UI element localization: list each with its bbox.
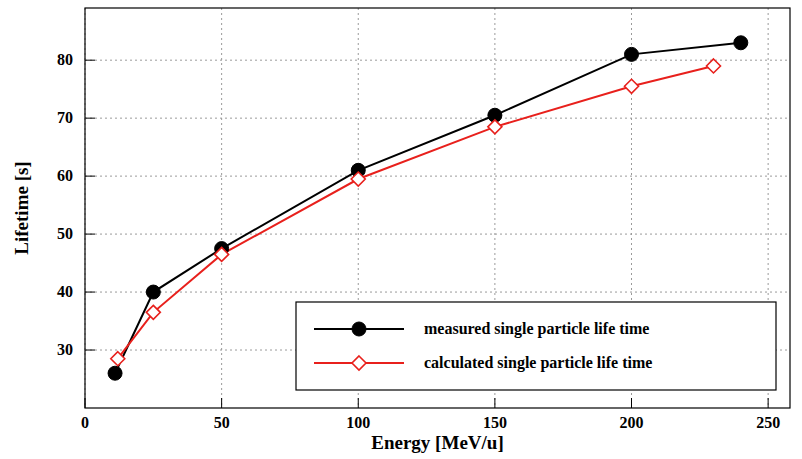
tick-mark: [494, 398, 495, 408]
legend-marker: [352, 356, 366, 370]
grid-line: [85, 118, 790, 119]
tick-mark: [631, 398, 632, 408]
data-point: [146, 285, 160, 299]
data-point: [488, 120, 502, 134]
tick-label: 80: [57, 51, 73, 68]
grid-line: [221, 8, 222, 408]
data-point: [625, 79, 639, 93]
data-point: [625, 47, 639, 61]
data-point: [706, 59, 720, 73]
tick-label: 150: [483, 414, 507, 431]
tick-label: 40: [57, 283, 73, 300]
tick-mark: [85, 350, 95, 351]
data-point: [351, 172, 365, 186]
data-point: [734, 36, 748, 50]
series-line: [115, 43, 741, 373]
tick-mark: [221, 398, 222, 408]
y-axis-title: Lifetime [s]: [11, 161, 32, 254]
x-axis-title: Energy [MeV/u]: [371, 432, 503, 453]
tick-mark: [768, 398, 769, 408]
tick-mark: [85, 176, 95, 177]
tick-label: 30: [57, 341, 73, 358]
grid-line: [85, 176, 790, 177]
tick-mark: [358, 398, 359, 408]
chart: 30 40 50 60 70 80 0 50 100 150 200 250 Energy [MeV/u…: [0, 0, 802, 459]
legend-box: [296, 302, 776, 390]
tick-mark: [85, 118, 95, 119]
tick-mark: [85, 234, 95, 235]
legend-label: calculated single particle life time: [424, 354, 652, 372]
legend-marker: [352, 322, 366, 336]
tick-label: 70: [57, 109, 73, 126]
tick-label: 100: [346, 414, 370, 431]
legend-label: measured single particle life time: [424, 320, 649, 338]
data-point: [215, 247, 229, 261]
tick-label: 200: [620, 414, 644, 431]
tick-mark: [85, 60, 95, 61]
plot-area: [85, 8, 790, 408]
tick-label: 50: [57, 225, 73, 242]
tick-label: 250: [756, 414, 780, 431]
tick-label: 50: [214, 414, 230, 431]
data-point: [108, 366, 122, 380]
tick-label: 0: [81, 414, 89, 431]
grid-line: [85, 234, 790, 235]
legend: measured single particle life time calcul…: [296, 302, 776, 390]
grid-line: [85, 292, 790, 293]
plot-frame: [85, 8, 790, 408]
data-point: [111, 352, 125, 366]
grid-line: [85, 60, 790, 61]
tick-mark: [85, 292, 95, 293]
tick-label: 60: [57, 167, 73, 184]
data-point: [146, 305, 160, 319]
